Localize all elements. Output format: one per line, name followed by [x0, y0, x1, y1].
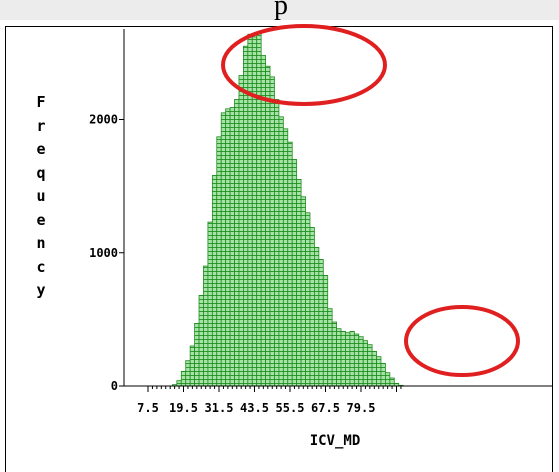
- y-axis-label-char: e: [36, 140, 46, 158]
- histogram-bar: [225, 108, 231, 387]
- histogram-bar: [274, 99, 280, 387]
- histogram-bar: [327, 308, 333, 387]
- peak-annotation-ellipse: [221, 24, 387, 106]
- histogram-bar: [305, 212, 311, 387]
- x-axis-label: ICV_MD: [310, 433, 361, 449]
- histogram-bar: [260, 55, 267, 387]
- histogram-bar: [362, 340, 369, 387]
- x-tick-label: 31.5: [205, 401, 234, 415]
- histogram-bar: [247, 33, 253, 387]
- y-axis-label-char: c: [36, 257, 46, 276]
- histogram-bar: [336, 328, 342, 387]
- histogram-bar: [265, 65, 271, 387]
- histogram-bar: [322, 274, 329, 387]
- histogram-bar: [287, 141, 293, 387]
- histogram-bar: [238, 75, 244, 387]
- histogram-bar: [198, 294, 204, 387]
- y-axis-label-char: e: [36, 210, 46, 229]
- x-tick-label: 67.5: [311, 401, 340, 415]
- histogram-bar: [349, 330, 355, 387]
- histogram-bar: [371, 350, 377, 387]
- histogram-bar: [216, 136, 222, 387]
- histogram-bar: [282, 128, 289, 387]
- y-axis-label-char: y: [36, 281, 46, 299]
- histogram-bar: [314, 247, 320, 387]
- shoulder-annotation-ellipse: [404, 305, 520, 377]
- histogram-bar: [176, 380, 182, 387]
- histogram-bar: [229, 107, 235, 387]
- histogram-bar: [207, 221, 213, 387]
- top-strip: [0, 0, 559, 20]
- y-axis-label-char: F: [36, 93, 46, 111]
- x-tick-label: 79.5: [347, 401, 376, 415]
- histogram-bar: [358, 336, 364, 387]
- histogram-bar: [243, 45, 249, 387]
- histogram-bar: [251, 36, 258, 387]
- histogram-bar: [220, 112, 227, 387]
- histogram-bar: [376, 356, 382, 387]
- histogram-bar: [180, 370, 187, 387]
- histogram-bar: [269, 76, 275, 387]
- y-axis-label-char: n: [36, 234, 46, 252]
- y-tick-label: 2000: [89, 113, 118, 127]
- histogram-bar: [331, 321, 338, 387]
- y-tick-label: 0: [111, 379, 118, 393]
- histogram-bar: [300, 196, 306, 387]
- histogram-bar: [389, 377, 395, 387]
- histogram-bar: [296, 179, 302, 387]
- y-axis-label-char: u: [36, 187, 46, 205]
- y-axis-label-char: q: [36, 163, 46, 182]
- histogram-bar: [309, 227, 315, 387]
- histogram-bar: [367, 344, 373, 387]
- histogram-bar: [234, 99, 240, 387]
- histogram-bar: [340, 330, 346, 387]
- cropped-heading-fragment: p: [274, 0, 288, 21]
- histogram-bar: [353, 333, 360, 387]
- histogram-bar: [211, 175, 218, 387]
- y-tick-label: 1000: [89, 246, 118, 260]
- x-tick-label: 43.5: [240, 401, 269, 415]
- histogram-bar: [189, 345, 196, 387]
- x-tick-label: 19.5: [169, 401, 198, 415]
- histogram-bar: [194, 322, 200, 387]
- histogram-bar: [256, 32, 262, 387]
- y-axis-label-char: r: [36, 116, 46, 135]
- histogram-bar: [318, 259, 324, 387]
- histogram-bar: [278, 116, 284, 387]
- histogram-bar: [291, 159, 298, 387]
- histogram-bar: [380, 362, 386, 387]
- histogram-bar: [385, 372, 391, 387]
- histogram-bar: [185, 360, 191, 387]
- x-tick-label: 7.5: [137, 401, 159, 415]
- histogram-bar: [345, 332, 351, 387]
- histogram-bar: [203, 265, 209, 387]
- x-tick-label: 55.5: [276, 401, 305, 415]
